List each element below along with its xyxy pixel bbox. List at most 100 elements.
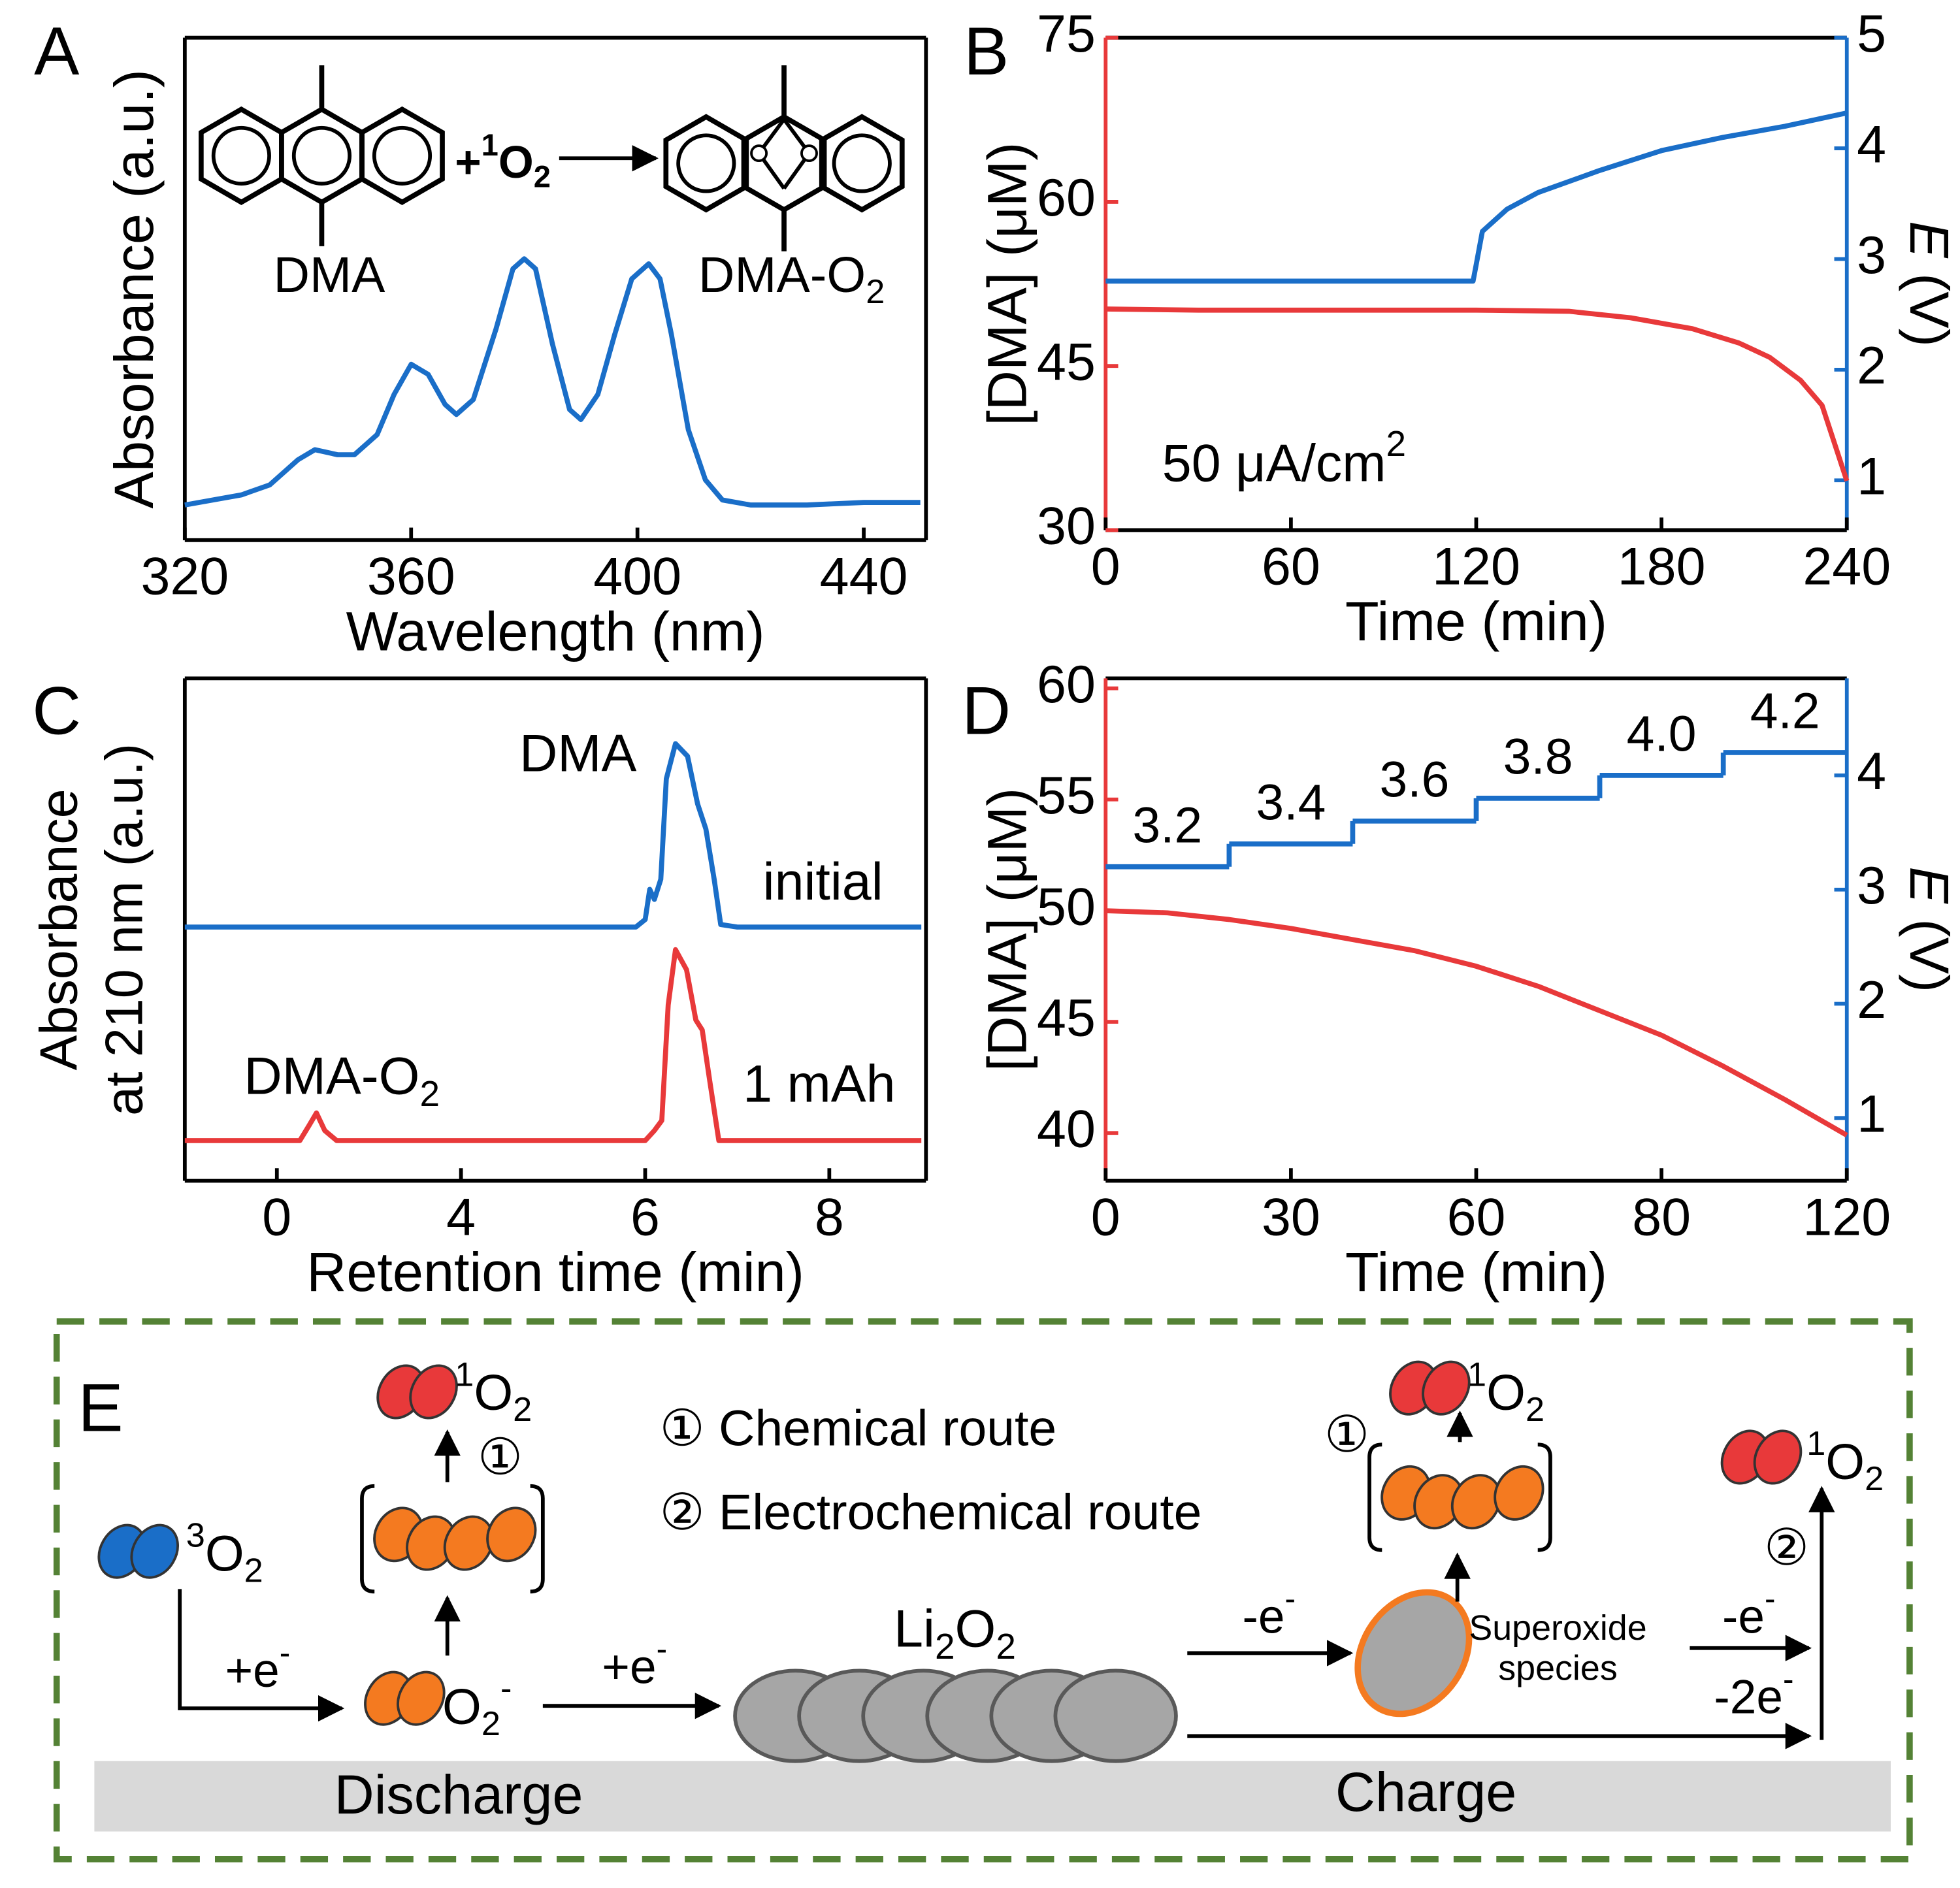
o-atom — [800, 144, 818, 163]
stage-label: Charge — [1335, 1761, 1516, 1823]
x-tick-label: 0 — [262, 1188, 291, 1246]
series-line — [184, 741, 922, 930]
text-part: DMA-O — [244, 1047, 419, 1106]
value-label: 3.2 — [1132, 797, 1202, 853]
text-part: 2 — [534, 159, 551, 194]
y2-axis-label: E (V) — [1899, 867, 1960, 993]
text-part: 1 — [1806, 1425, 1825, 1463]
y2-tick-label: 1 — [1857, 1085, 1886, 1144]
aromatic-bond — [832, 133, 892, 193]
y2-tick-label: 3 — [1857, 226, 1886, 285]
text-part: E — [1899, 867, 1960, 905]
text-part: +e — [225, 1644, 279, 1697]
text-part: 2 — [1865, 1460, 1884, 1498]
electron-label: +e- — [225, 1635, 290, 1697]
peroxide-label: Li2O2 — [894, 1600, 1016, 1666]
x-axis-label: Wavelength (nm) — [346, 600, 765, 662]
intermediate-label: Superoxide — [1469, 1608, 1646, 1648]
electrode-bar — [94, 1761, 1891, 1832]
y-tick-label: 55 — [1037, 766, 1096, 825]
text-part: DMA-O — [698, 247, 866, 303]
panel-label: D — [962, 673, 1011, 749]
text-part: 1 — [455, 1356, 474, 1393]
text-part: DMA — [519, 724, 637, 783]
x-tick-label: 80 — [1632, 1188, 1691, 1246]
series-line — [1105, 110, 1848, 284]
text-part: E — [1899, 221, 1960, 259]
bracket — [360, 1484, 375, 1594]
y2-tick-label: 1 — [1857, 448, 1886, 506]
singlet-oxygen-label: 1O2 — [1467, 1356, 1544, 1429]
o-atom — [750, 144, 768, 163]
superoxide-label: O2- — [442, 1670, 512, 1743]
text-part: - — [280, 1635, 291, 1671]
x-axis-label: Time (min) — [1345, 590, 1607, 652]
text-part: O — [205, 1526, 244, 1582]
text-part: 3 — [186, 1516, 205, 1554]
route-mark: ② — [1764, 1520, 1809, 1576]
ring — [741, 114, 827, 213]
oxygen-atom — [1422, 1360, 1471, 1416]
y-axis-label: at 210 nm (a.u.) — [95, 743, 154, 1116]
text-part: 2 — [1386, 423, 1407, 464]
text-part: O — [1825, 1434, 1865, 1490]
text-part: 2 — [482, 1705, 500, 1743]
intermediate-atom — [1450, 1474, 1502, 1530]
route-mark: ① — [1324, 1407, 1369, 1463]
value-label: 3.8 — [1503, 728, 1573, 785]
y2-tick-label: 2 — [1857, 971, 1886, 1030]
text-part: 50 μA/cm — [1162, 434, 1386, 493]
value-label: 3.6 — [1380, 751, 1450, 807]
x-tick-label: 4 — [446, 1188, 476, 1246]
series-line — [1105, 908, 1848, 1137]
text-part: 1 — [482, 128, 498, 163]
bracket — [1367, 1442, 1382, 1552]
x-tick-label: 120 — [1803, 1188, 1891, 1246]
text-part: -e — [1722, 1591, 1765, 1644]
x-tick-label: 240 — [1803, 537, 1891, 596]
intermediate-label: species — [1498, 1649, 1618, 1688]
text-part: 2 — [996, 1625, 1016, 1666]
oxygen-atom — [409, 1364, 458, 1420]
bracket — [530, 1484, 545, 1594]
y2-tick-label: 4 — [1857, 115, 1886, 174]
aromatic-bond — [291, 125, 352, 186]
value-label: 4.2 — [1750, 683, 1820, 740]
aromatic-bond — [211, 125, 271, 186]
text-part: 2 — [419, 1073, 440, 1113]
reagent-label: +1O2 — [455, 128, 551, 194]
text-part: O — [498, 137, 534, 187]
text-part: 2 — [1526, 1391, 1544, 1429]
y-tick-label: 30 — [1037, 497, 1096, 556]
y2-axis-label: E (V) — [1899, 221, 1960, 347]
x-tick-label: 60 — [1262, 537, 1320, 596]
y-axis-label: Absorbance — [30, 789, 89, 1070]
peroxide-particle — [1053, 1668, 1178, 1763]
value-label: 4.0 — [1627, 706, 1697, 762]
electron-label: -e- — [1243, 1580, 1296, 1643]
y2-tick-label: 2 — [1857, 336, 1886, 395]
ring — [359, 106, 445, 206]
oxygen-atom — [130, 1523, 179, 1579]
oxygen-atom — [1753, 1429, 1803, 1485]
text-part: 2 — [935, 1625, 955, 1666]
y-tick-label: 60 — [1037, 169, 1096, 227]
singlet-oxygen-label: 1O2 — [455, 1356, 532, 1429]
series-label: 1 mAh — [743, 1054, 895, 1113]
text-part: -2e — [1714, 1671, 1783, 1724]
route-legend: ② Electrochemical route — [660, 1484, 1202, 1540]
text-part: - — [1765, 1580, 1776, 1617]
aromatic-bond — [676, 133, 736, 193]
text-part: + — [455, 137, 481, 187]
text-part: O — [474, 1365, 513, 1421]
text-part: - — [657, 1631, 668, 1667]
route-legend: ① Chemical route — [660, 1400, 1057, 1456]
electron-label: -e- — [1722, 1580, 1775, 1643]
y-tick-label: 60 — [1037, 655, 1096, 714]
annotation: 50 μA/cm2 — [1162, 423, 1406, 493]
y-tick-label: 40 — [1037, 1100, 1096, 1159]
text-part: 1 — [1467, 1356, 1486, 1393]
x-tick-label: 60 — [1447, 1188, 1506, 1246]
peak-label: DMA — [519, 724, 637, 783]
y-axis-label: [DMA] (μM) — [975, 788, 1037, 1071]
